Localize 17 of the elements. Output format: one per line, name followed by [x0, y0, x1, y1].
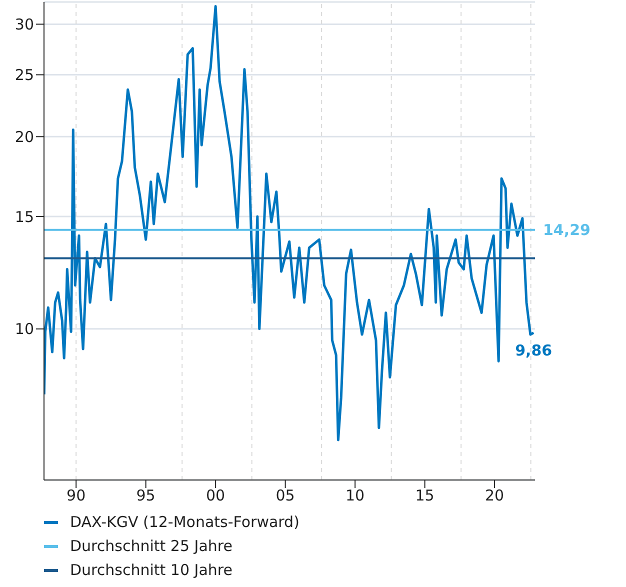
annotation: 14,29	[543, 221, 590, 240]
y-tick-label: 20	[14, 128, 34, 146]
x-tick-label: 20	[485, 486, 504, 505]
y-tick-label: 25	[14, 66, 34, 84]
x-tick-label: 95	[136, 486, 156, 505]
annotation: 9,86	[515, 341, 552, 360]
y-tick-label: 30	[14, 16, 34, 34]
x-tick-label: 10	[346, 486, 365, 505]
y-tick-label: 10	[14, 320, 34, 338]
x-tick-label: 90	[66, 486, 86, 505]
y-tick-label: 15	[14, 208, 34, 226]
x-tick-label: 05	[276, 486, 295, 505]
x-tick-label: 00	[206, 486, 226, 505]
x-tick-label: 15	[415, 486, 434, 505]
legend-label: Durchschnitt 25 Jahre	[70, 536, 232, 557]
legend-label: Durchschnitt 10 Jahre	[70, 560, 232, 581]
legend-label: DAX-KGV (12-Monats-Forward)	[70, 512, 300, 533]
